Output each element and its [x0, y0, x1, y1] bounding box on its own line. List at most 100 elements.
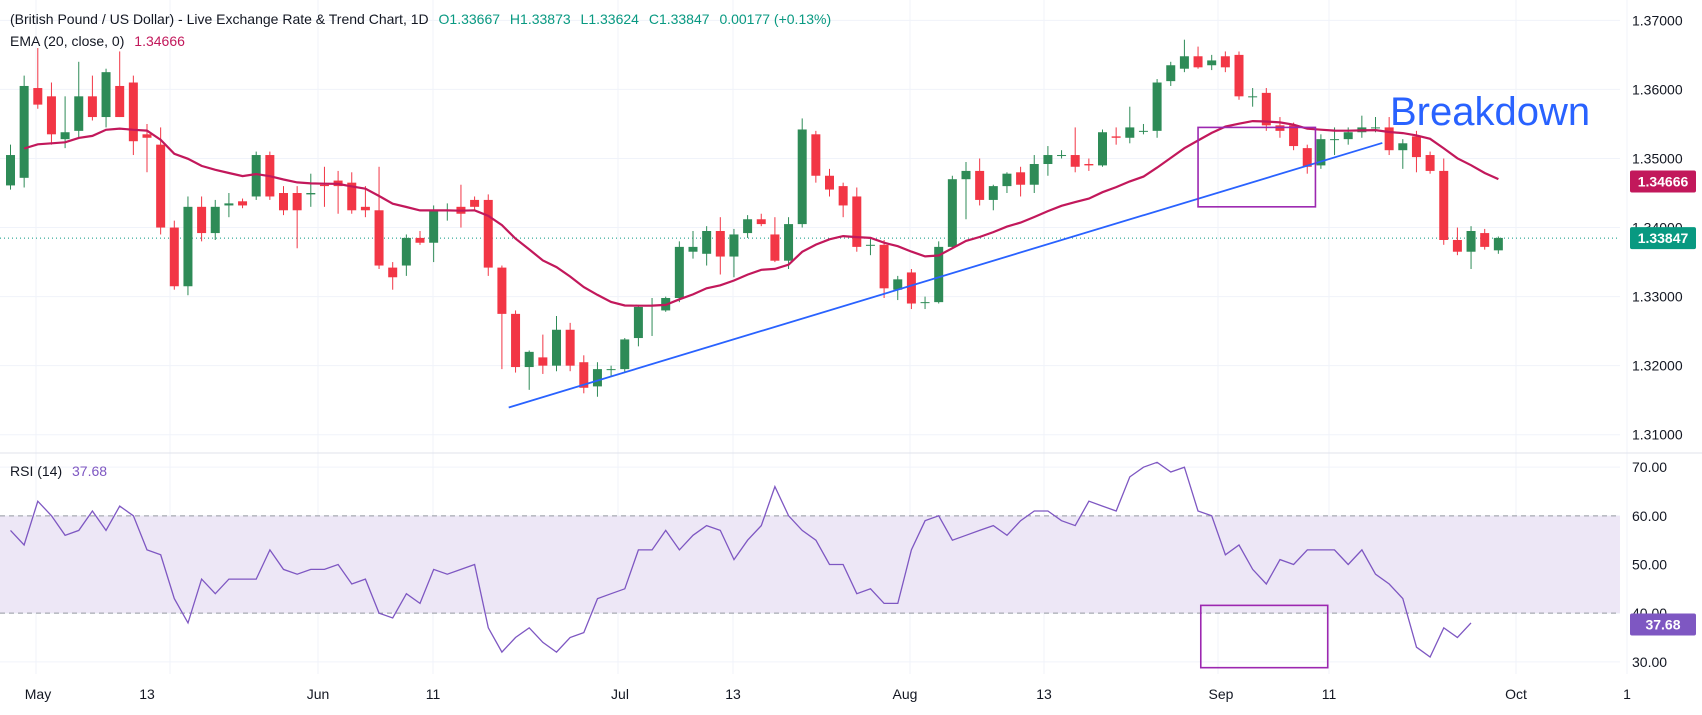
candle[interactable] — [770, 217, 780, 263]
candle[interactable] — [497, 265, 507, 370]
candle[interactable] — [1411, 130, 1421, 173]
candle[interactable] — [1316, 134, 1326, 169]
candle[interactable] — [633, 304, 643, 347]
candle[interactable] — [797, 118, 807, 228]
candle[interactable] — [46, 82, 56, 145]
candle[interactable] — [1425, 151, 1435, 174]
candle[interactable] — [620, 338, 630, 373]
candle[interactable] — [879, 239, 889, 298]
candle[interactable] — [183, 196, 193, 296]
candle[interactable] — [347, 172, 357, 214]
candle[interactable] — [934, 241, 944, 304]
candle[interactable] — [279, 186, 288, 216]
candle[interactable] — [33, 47, 43, 109]
candle[interactable] — [1220, 51, 1230, 73]
candle[interactable] — [19, 75, 29, 188]
candle[interactable] — [1152, 79, 1162, 138]
candle[interactable] — [415, 231, 425, 245]
candle[interactable] — [306, 173, 316, 207]
candle[interactable] — [1029, 155, 1039, 194]
candle[interactable] — [961, 161, 971, 220]
candle[interactable] — [688, 231, 698, 259]
candle[interactable] — [975, 158, 985, 206]
candle[interactable] — [1043, 146, 1053, 176]
candle[interactable] — [1302, 144, 1312, 174]
candle[interactable] — [224, 193, 234, 218]
candle[interactable] — [1439, 158, 1449, 245]
candle[interactable] — [1125, 106, 1135, 144]
rsi-box[interactable] — [1199, 604, 1329, 669]
candle[interactable] — [470, 196, 480, 211]
candle[interactable] — [128, 75, 138, 156]
candle[interactable] — [169, 220, 179, 290]
candle[interactable] — [1398, 139, 1408, 169]
candle[interactable] — [60, 96, 70, 149]
candle[interactable] — [988, 184, 998, 211]
candle[interactable] — [374, 166, 384, 269]
candle[interactable] — [251, 151, 261, 200]
candle[interactable] — [538, 334, 548, 374]
candle[interactable] — [292, 186, 302, 249]
candle[interactable] — [811, 130, 821, 183]
candle[interactable] — [715, 217, 725, 275]
candle[interactable] — [524, 350, 534, 390]
candle[interactable] — [592, 362, 602, 397]
candle[interactable] — [674, 241, 684, 303]
candle[interactable] — [1248, 88, 1258, 107]
candle[interactable] — [6, 144, 15, 190]
candle[interactable] — [1016, 166, 1026, 197]
candle[interactable] — [1193, 46, 1203, 69]
candle[interactable] — [1084, 158, 1094, 171]
candle[interactable] — [1207, 54, 1217, 71]
candle[interactable] — [197, 196, 207, 242]
candle[interactable] — [429, 205, 439, 263]
candle[interactable] — [1111, 127, 1121, 145]
candle[interactable] — [906, 268, 916, 310]
candle[interactable] — [920, 296, 930, 310]
candle[interactable] — [729, 228, 739, 278]
candle[interactable] — [552, 315, 561, 372]
candle[interactable] — [87, 75, 97, 121]
candle[interactable] — [1002, 172, 1012, 194]
candle[interactable] — [511, 310, 521, 373]
candle[interactable] — [360, 186, 370, 218]
candle[interactable] — [483, 194, 493, 276]
candle[interactable] — [1452, 227, 1462, 256]
candle[interactable] — [1261, 88, 1271, 131]
candle[interactable] — [142, 123, 152, 173]
candle[interactable] — [865, 237, 875, 256]
candle[interactable] — [893, 275, 903, 301]
candle[interactable] — [1384, 117, 1394, 156]
candle[interactable] — [784, 217, 794, 269]
candle[interactable] — [101, 68, 111, 128]
candle[interactable] — [319, 166, 329, 207]
candle[interactable] — [1234, 51, 1244, 100]
candle[interactable] — [388, 262, 398, 290]
candle[interactable] — [156, 127, 166, 235]
candle[interactable] — [1330, 127, 1340, 156]
candle[interactable] — [702, 226, 712, 266]
candle[interactable] — [1070, 127, 1080, 173]
candle[interactable] — [756, 213, 766, 227]
candle[interactable] — [1480, 228, 1490, 250]
candle[interactable] — [401, 234, 411, 276]
candle[interactable] — [1466, 226, 1476, 269]
candle[interactable] — [838, 182, 848, 218]
candle[interactable] — [210, 199, 220, 240]
candle[interactable] — [74, 61, 84, 138]
breakdown-box[interactable] — [1197, 126, 1317, 208]
candle[interactable] — [1138, 123, 1148, 135]
candle[interactable] — [606, 365, 616, 377]
candle[interactable] — [565, 322, 575, 372]
candle[interactable] — [743, 215, 753, 238]
candle[interactable] — [1493, 236, 1503, 254]
candle[interactable] — [1057, 150, 1067, 159]
trend-line[interactable] — [508, 142, 1383, 409]
candle[interactable] — [579, 355, 589, 394]
candle[interactable] — [852, 187, 862, 252]
candle[interactable] — [1098, 129, 1107, 167]
candle[interactable] — [825, 168, 834, 197]
breakdown-annotation[interactable]: Breakdown — [1390, 90, 1591, 134]
candle[interactable] — [1179, 39, 1189, 73]
